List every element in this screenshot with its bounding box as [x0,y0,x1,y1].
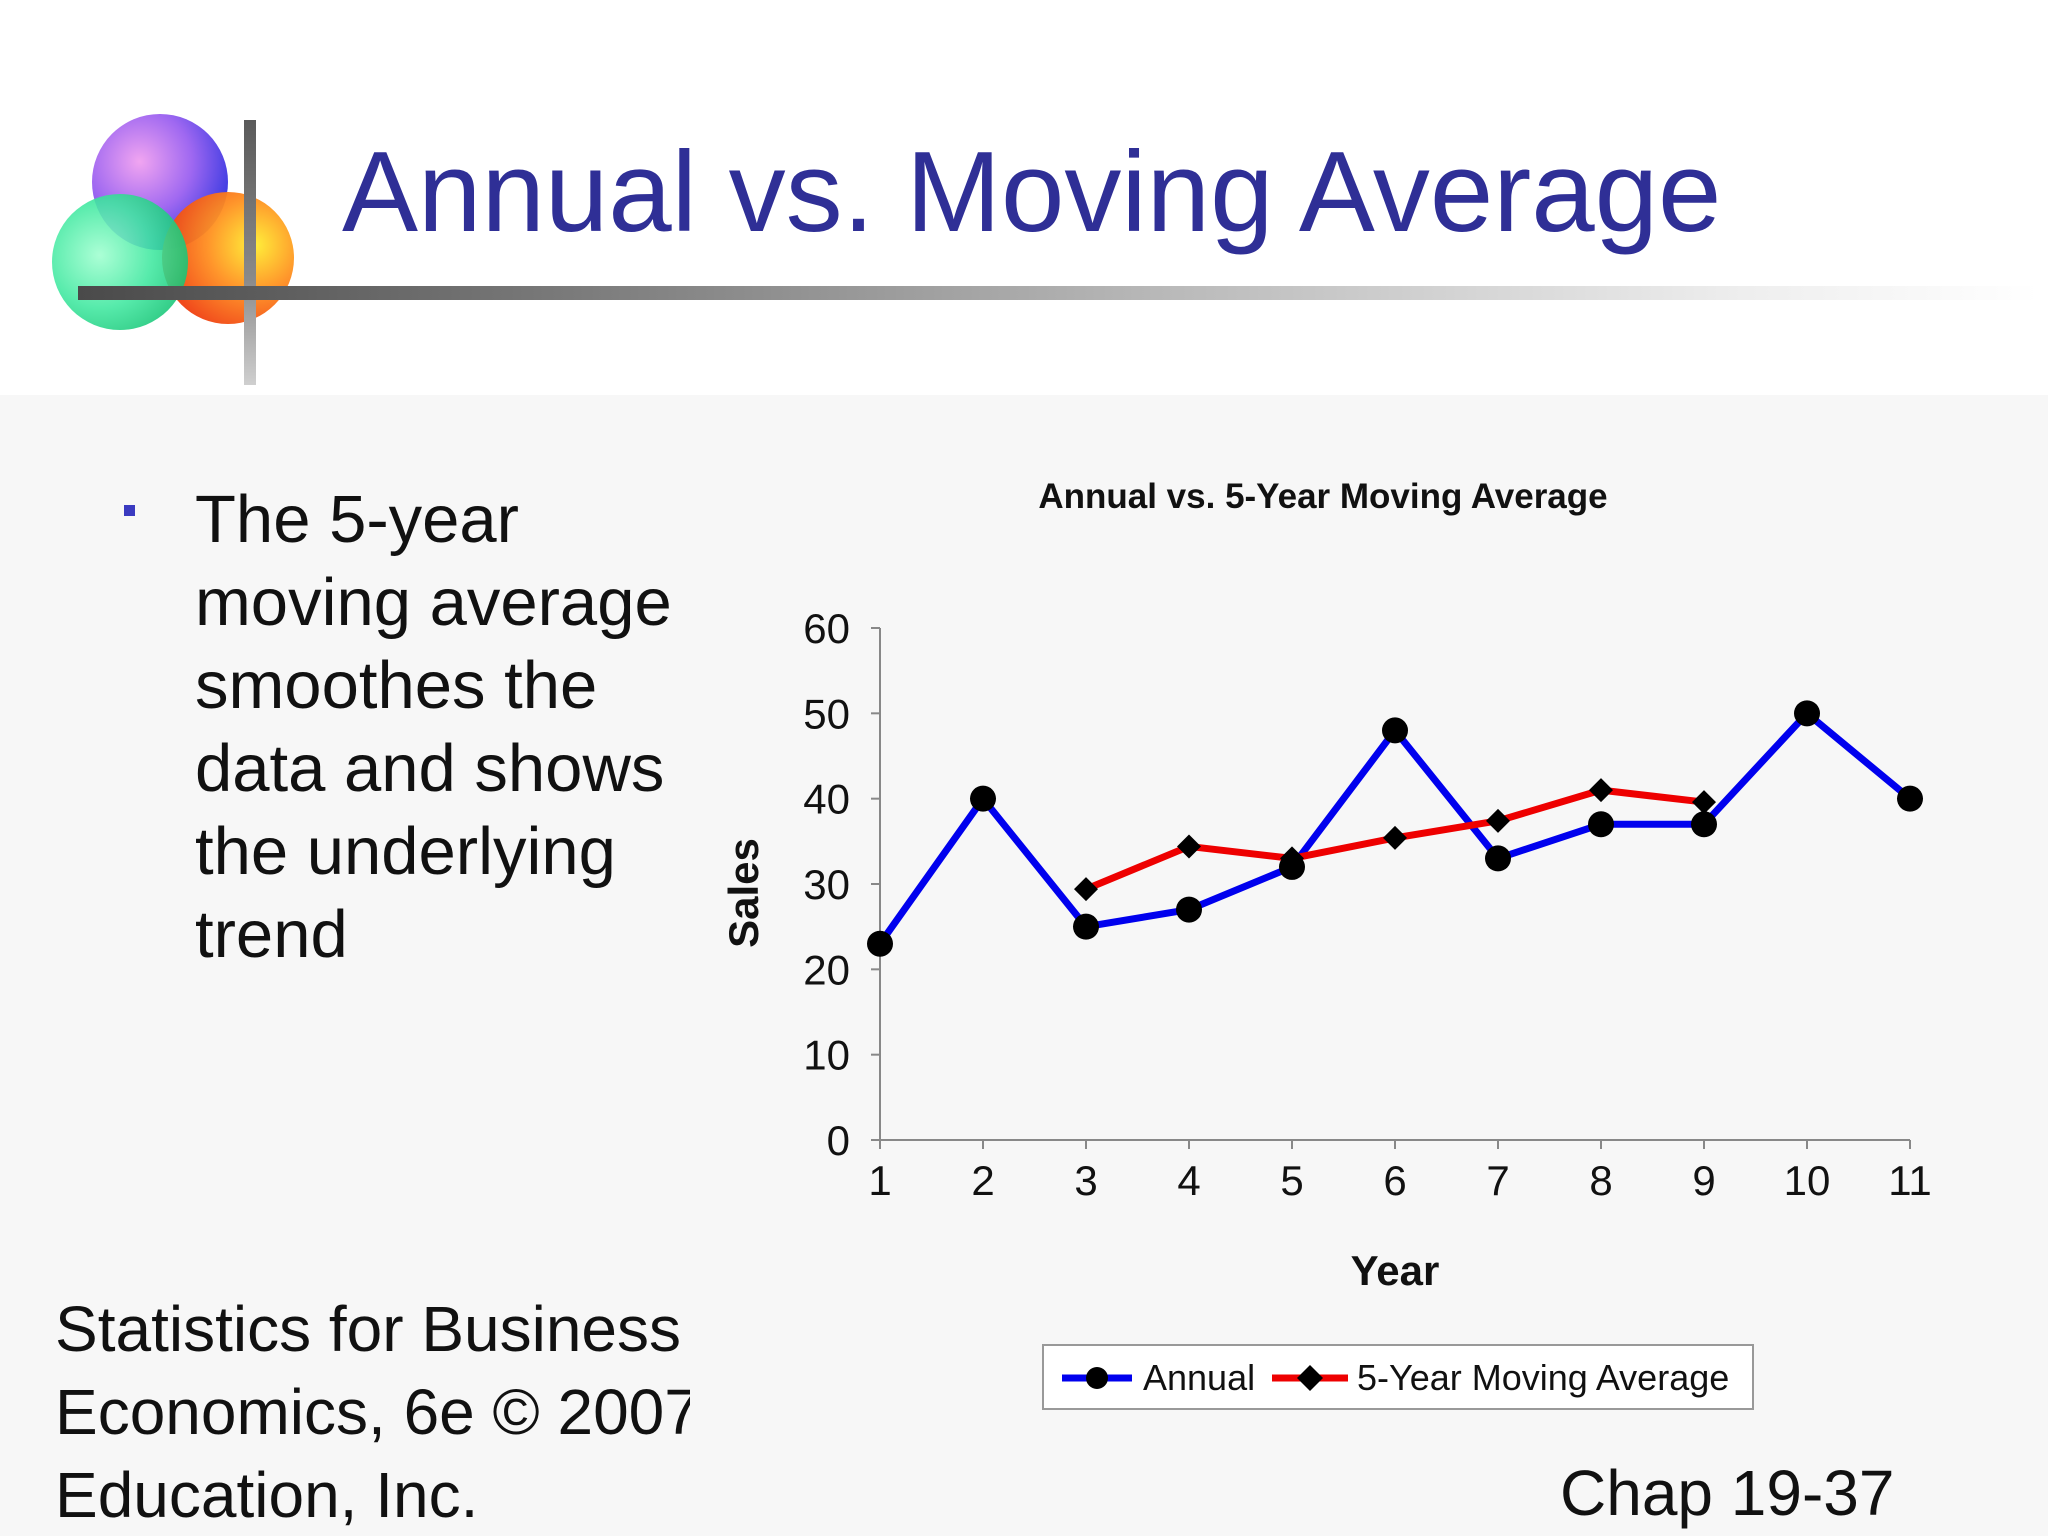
x-axis-title: Year [1351,1247,1440,1294]
annual-point [970,785,996,812]
moving-average-point [1074,877,1098,902]
x-tick-label: 7 [1486,1157,1509,1204]
line-chart: Annual vs. 5-Year Moving Average Sales Y… [720,477,1932,1410]
title-vertical-rule [244,120,256,385]
moving-average-point [1589,778,1613,803]
x-tick-label: 4 [1177,1157,1200,1204]
title-rule [78,286,2038,300]
chart-title: Annual vs. 5-Year Moving Average [1038,477,1607,516]
y-axis-title: Sales [720,838,767,948]
x-tick-label: 2 [971,1157,994,1204]
x-tick-label: 11 [1888,1157,1932,1204]
legend-annual-marker [1086,1367,1108,1389]
y-tick-label: 20 [803,946,850,993]
x-tick-label: 1 [868,1157,891,1204]
legend: Annual 5-Year Moving Average [1042,1344,1754,1410]
x-tick-label: 10 [1784,1157,1831,1204]
annual-point [867,930,893,957]
x-tick-label: 6 [1383,1157,1406,1204]
bullet-marker [124,505,135,516]
annual-point [1485,845,1511,872]
y-tick-label: 60 [803,605,850,652]
annual-point [1897,785,1923,812]
moving-average-point [1177,834,1201,859]
x-tick-label: 3 [1074,1157,1097,1204]
annual-point [1691,811,1717,838]
annual-point [1382,717,1408,744]
legend-moving-average-label: 5-Year Moving Average [1357,1357,1729,1398]
slide-number: Chap 19-37 [1560,1457,1895,1529]
moving-average-point [1692,790,1716,815]
series-layer [867,700,1923,957]
axes: 0 10 20 30 40 50 60 1 2 3 4 5 6 7 8 9 10 11 [803,605,1932,1204]
y-tick-label: 50 [803,690,850,737]
y-tick-label: 10 [803,1032,850,1079]
moving-average-point [1280,846,1304,871]
y-tick-label: 40 [803,776,850,823]
moving-average-point [1486,808,1510,833]
annual-point [1176,896,1202,923]
moving-average-point [1383,825,1407,850]
legend-annual-label: Annual [1143,1357,1255,1398]
y-tick-label: 30 [803,861,850,908]
bullet-text: The 5-year moving average smoothes the d… [195,482,672,972]
logo-circles [52,114,294,330]
legend-moving-average-marker [1297,1365,1323,1391]
chart-area: Annual vs. 5-Year Moving Average Sales Y… [690,460,2010,1515]
title-band [0,0,2048,395]
x-tick-label: 5 [1280,1157,1303,1204]
slide-title: Annual vs. Moving Average [342,129,1722,256]
x-tick-label: 9 [1692,1157,1715,1204]
annual-point [1794,700,1820,727]
annual-point [1588,811,1614,838]
y-tick-label: 0 [827,1117,850,1164]
x-tick-label: 8 [1589,1157,1612,1204]
legend-box [1042,1344,1754,1410]
annual-point [1073,913,1099,940]
